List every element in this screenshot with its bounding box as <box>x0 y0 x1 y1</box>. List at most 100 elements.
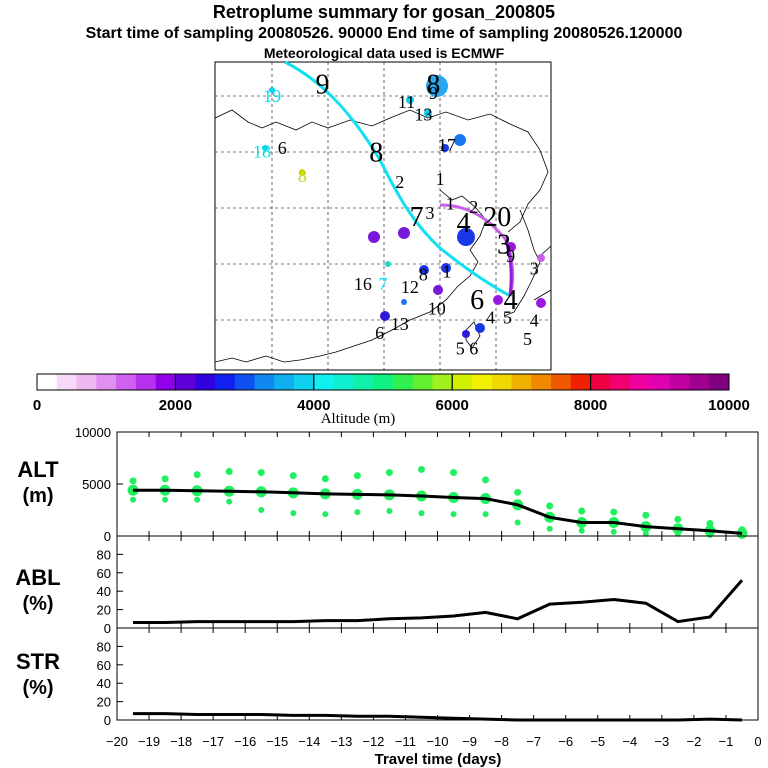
x-tick-label: −3 <box>654 734 669 749</box>
alt-cloud-point <box>706 520 714 528</box>
alt-cloud-point <box>610 528 617 535</box>
alt-cloud-point <box>546 502 554 510</box>
map-label: 7 <box>410 202 424 233</box>
alt-cloud-point <box>258 507 265 513</box>
x-tick-label: 0 <box>754 734 761 749</box>
alt-cloud-point <box>674 530 681 537</box>
str-label: STR <box>16 649 60 674</box>
colorbar-swatch <box>590 374 611 390</box>
map-label: 8 <box>298 166 307 186</box>
alt-cloud-point <box>130 496 137 503</box>
colorbar-swatch <box>96 374 117 390</box>
x-tick-label: −19 <box>138 734 160 749</box>
alt-cloud-point <box>225 468 233 476</box>
str-line <box>133 712 743 722</box>
abl-label: ABL <box>15 565 60 590</box>
x-tick-label: −12 <box>362 734 384 749</box>
colorbar-swatch <box>195 374 216 390</box>
alt-unit: (m) <box>22 485 53 507</box>
alt-cloud-point <box>289 472 297 480</box>
map-label: 4 <box>486 308 495 328</box>
colorbar-swatch <box>511 374 532 390</box>
met-data-line: Meteorological data used is ECMWF <box>263 45 505 61</box>
y-tick-label: 0 <box>104 529 111 544</box>
colorbar-swatch <box>452 374 473 390</box>
panel-frame-abl <box>116 535 759 629</box>
colorbar-swatch <box>531 374 552 390</box>
x-tick-label: −16 <box>234 734 256 749</box>
colorbar-swatch <box>155 374 176 390</box>
cluster-marker <box>406 96 414 104</box>
map-label: 13 <box>414 104 432 124</box>
map-label: 1 <box>436 169 445 189</box>
x-tick-label: −7 <box>526 734 541 749</box>
alt-cloud-point <box>578 527 585 534</box>
x-tick-label: −9 <box>462 734 477 749</box>
alt-cloud-point <box>161 475 169 483</box>
map-label: 19 <box>263 86 281 106</box>
cluster-marker <box>424 109 432 117</box>
x-tick-label: −13 <box>330 734 352 749</box>
alt-cloud-point <box>578 507 586 515</box>
y-tick-label: 40 <box>97 676 111 691</box>
map-label: 8 <box>369 137 383 168</box>
map-label: 8 <box>426 70 440 101</box>
colorbar-tick-label: 4000 <box>297 397 330 414</box>
cluster-marker <box>299 169 305 175</box>
alt-cloud-point <box>450 469 458 477</box>
map-label: 12 <box>401 277 419 297</box>
colorbar-swatch <box>234 374 255 390</box>
colorbar-swatch <box>412 374 433 390</box>
colorbar-swatch <box>37 374 58 390</box>
map-label: 3 <box>426 203 435 223</box>
colorbar-tick-label: 2000 <box>159 397 192 414</box>
alt-cloud-point <box>706 531 713 538</box>
x-tick-label: −18 <box>170 734 192 749</box>
alt-cloud-point <box>226 498 233 505</box>
map-label: 6 <box>470 285 484 316</box>
alt-cloud-point <box>482 476 490 484</box>
map-label: 2 <box>469 197 478 217</box>
colorbar-swatch <box>175 374 196 390</box>
map-label: 18 <box>253 141 271 161</box>
map-label: 1 <box>442 261 451 281</box>
x-tick-label: −14 <box>298 734 320 749</box>
cluster-marker <box>398 227 410 239</box>
x-tick-label: −15 <box>266 734 288 749</box>
cluster-marker <box>493 295 503 305</box>
x-tick-label: −1 <box>719 734 734 749</box>
alt-cloud-point <box>674 515 682 523</box>
y-tick-label: 60 <box>97 658 111 673</box>
alt-cloud-point <box>514 519 521 526</box>
x-axis: −20 −19 −18 −17 −16 −15 −14 −13 −12 −11 −10 −9 −8 −7−… <box>106 734 762 749</box>
alt-cloud-point <box>546 525 553 532</box>
colorbar-swatch <box>630 374 651 390</box>
cluster-markers <box>262 75 546 338</box>
colorbar-swatch <box>610 374 631 390</box>
colorbar-label: Altitude (m) <box>321 411 396 427</box>
panel-frame-alt <box>116 431 759 537</box>
colorbar-swatch <box>353 374 374 390</box>
cluster-marker <box>475 323 485 333</box>
colorbar-swatch <box>135 374 156 390</box>
colorbar-swatch <box>294 374 315 390</box>
x-tick-label: −2 <box>686 734 701 749</box>
map-label: 5 <box>456 338 465 358</box>
coastline-korea <box>503 209 541 317</box>
alt-cloud-point <box>417 465 425 473</box>
x-tick-label: −5 <box>590 734 605 749</box>
y-tick-label: 10000 <box>75 425 111 440</box>
y-tick-label: 0 <box>104 713 111 728</box>
alt-cloud-point <box>385 469 393 477</box>
map-label: 6 <box>469 338 478 358</box>
cluster-marker <box>506 242 516 252</box>
alt-label: ALT <box>17 457 59 482</box>
cluster-marker <box>368 231 380 243</box>
map-label: 2 <box>395 172 404 192</box>
colorbar-swatch <box>471 374 493 390</box>
colorbar-tick-label: 6000 <box>436 397 469 414</box>
x-tick-label: −8 <box>494 734 509 749</box>
x-axis-label: Travel time (days) <box>375 751 502 768</box>
